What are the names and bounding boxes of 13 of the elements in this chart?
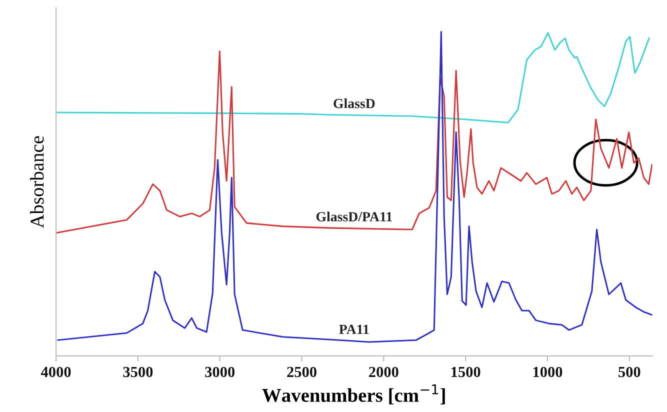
y-axis-title: Absorbance (30, 136, 44, 228)
x-tick-label: 500 (618, 366, 640, 378)
series-label: GlassD/PA11 (316, 212, 392, 222)
x-tick-label: 4000 (40, 366, 71, 378)
x-axis-title: Wavenumbers [cm$^{−1}$] (262, 384, 445, 404)
x-tick-label: 3000 (205, 366, 235, 378)
series-label: GlassD (334, 98, 375, 108)
x-tick-label: 2500 (287, 366, 316, 378)
x-tick-label: 1500 (452, 366, 480, 378)
x-tick-label: 1000 (533, 366, 562, 378)
x-tick-label: 3500 (123, 366, 153, 378)
series-label: PA11 (339, 324, 369, 334)
x-tick-label: 2000 (369, 366, 398, 378)
